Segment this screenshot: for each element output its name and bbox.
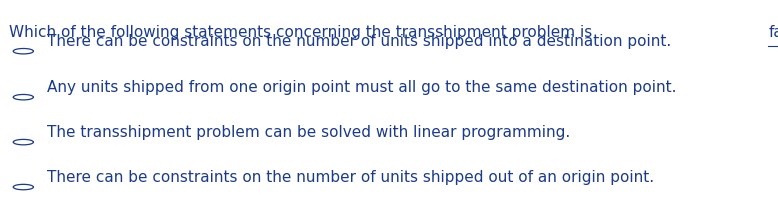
Text: There can be constraints on the number of units shipped into a destination point: There can be constraints on the number o… [47, 34, 671, 50]
Text: Any units shipped from one origin point must all go to the same destination poin: Any units shipped from one origin point … [47, 80, 676, 96]
Text: false: false [768, 25, 778, 40]
Text: There can be constraints on the number of units shipped out of an origin point.: There can be constraints on the number o… [47, 170, 654, 185]
Text: The transshipment problem can be solved with linear programming.: The transshipment problem can be solved … [47, 125, 570, 140]
Text: Which of the following statements concerning the transshipment problem is: Which of the following statements concer… [9, 25, 598, 40]
